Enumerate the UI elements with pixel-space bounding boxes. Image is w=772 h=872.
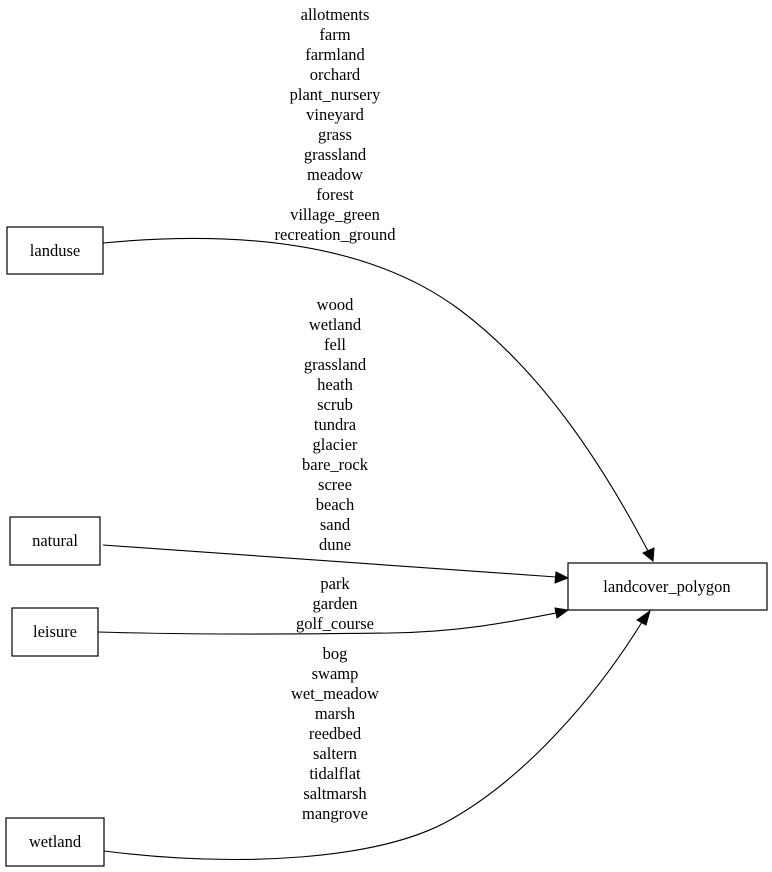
edge-label-wetland: mangrove <box>302 804 368 823</box>
edge-labels: allotmentsfarmfarmlandorchardplant_nurse… <box>275 5 397 823</box>
edge-label-natural: sand <box>320 515 351 534</box>
edge-label-wetland: marsh <box>315 704 356 723</box>
edge-label-landuse: forest <box>316 185 354 204</box>
edge-natural <box>102 544 557 578</box>
edge-label-natural: grassland <box>304 355 367 374</box>
edge-label-natural: tundra <box>314 415 357 434</box>
edge-leisure <box>97 612 557 635</box>
node-label: wetland <box>29 832 82 851</box>
edge-label-natural: beach <box>316 495 355 514</box>
edge-label-natural: heath <box>317 375 353 394</box>
edge-label-natural: scrub <box>317 395 353 414</box>
edge-label-landuse: meadow <box>307 165 363 184</box>
edge-label-wetland: reedbed <box>309 724 362 743</box>
edge-label-landuse: grass <box>318 125 352 144</box>
node-label: landuse <box>30 241 80 260</box>
arrowhead-natural <box>554 571 570 584</box>
edge-label-leisure: garden <box>313 594 358 613</box>
edge-landuse <box>102 237 649 552</box>
edge-label-wetland: swamp <box>312 664 359 683</box>
node-leisure[interactable]: leisure <box>11 607 99 657</box>
edge-label-wetland: bog <box>323 644 348 663</box>
edge-label-landuse: farm <box>319 25 350 44</box>
arrowhead-wetland <box>636 609 651 626</box>
edge-label-leisure: golf_course <box>296 614 374 633</box>
edge-label-natural: scree <box>318 475 352 494</box>
node-landcover-polygon[interactable]: landcover_polygon <box>567 562 768 611</box>
edge-wetland <box>103 621 643 860</box>
edge-label-wetland: saltmarsh <box>303 784 367 803</box>
edge-label-natural: wood <box>317 295 354 314</box>
edge-label-landuse: plant_nursery <box>290 85 381 104</box>
edge-label-landuse: orchard <box>310 65 361 84</box>
node-natural[interactable]: natural <box>9 516 101 566</box>
edge-label-natural: glacier <box>313 435 358 454</box>
edge-label-wetland: tidalflat <box>309 764 361 783</box>
node-wetland[interactable]: wetland <box>5 817 105 867</box>
edge-label-landuse: farmland <box>305 45 365 64</box>
edge-label-natural: wetland <box>309 315 362 334</box>
edge-label-landuse: allotments <box>301 5 370 24</box>
edge-label-landuse: recreation_ground <box>275 225 397 244</box>
edge-label-natural: dune <box>319 535 351 554</box>
edge-label-wetland: saltern <box>313 744 357 763</box>
edge-label-landuse: village_green <box>290 205 380 224</box>
node-landuse[interactable]: landuse <box>6 226 104 275</box>
arrowhead-landuse <box>642 547 655 562</box>
edge-label-natural: fell <box>324 335 346 354</box>
arrowhead-leisure <box>554 607 570 619</box>
edge-label-leisure: park <box>320 574 350 593</box>
edge-label-wetland: wet_meadow <box>291 684 379 703</box>
edge-label-landuse: vineyard <box>306 105 364 124</box>
node-label: landcover_polygon <box>603 577 730 596</box>
node-label: natural <box>32 531 78 550</box>
node-label: leisure <box>33 622 77 641</box>
edge-label-landuse: grassland <box>304 145 367 164</box>
edge-label-natural: bare_rock <box>302 455 369 474</box>
